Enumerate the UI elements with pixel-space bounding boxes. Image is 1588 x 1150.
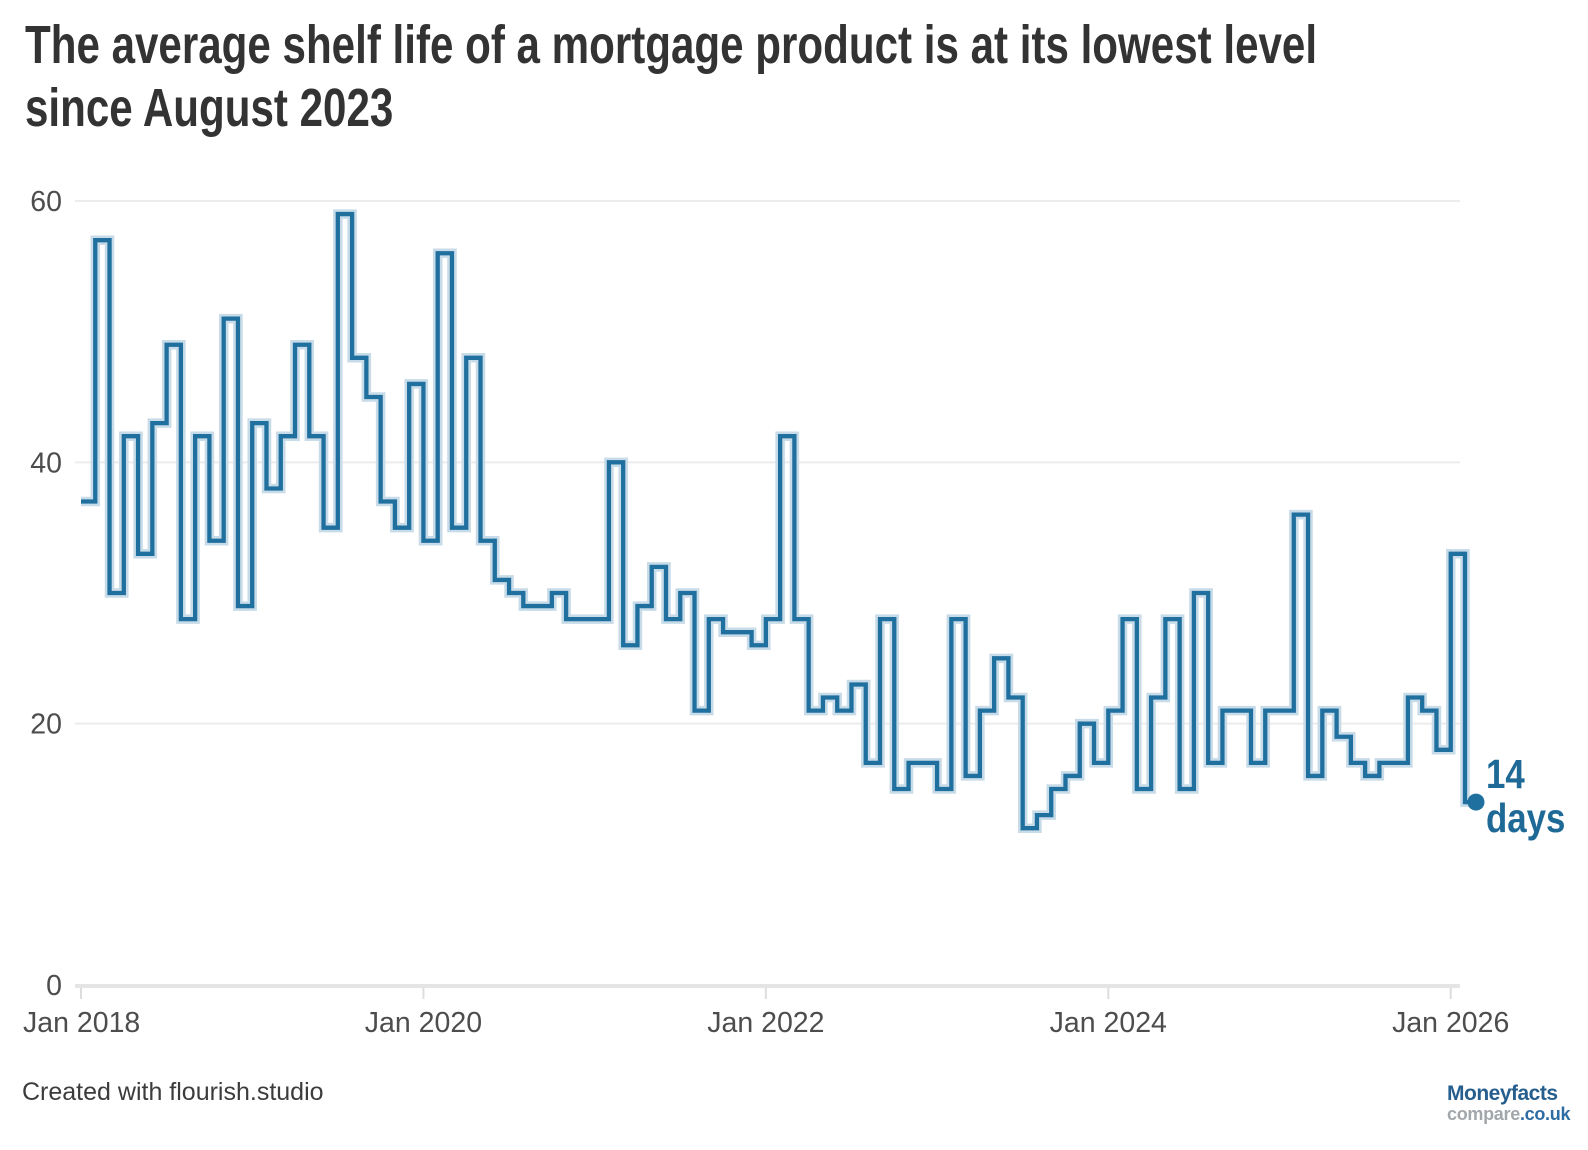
y-axis-labels: 0 20 40 60 [30, 186, 62, 1002]
x-axis [75, 984, 1460, 999]
moneyfacts-logo-brand: Moneyfacts [1447, 1082, 1558, 1105]
x-tick-label: Jan 2022 [707, 1007, 824, 1039]
chart-title-line2: since August 2023 [25, 78, 394, 138]
y-tick-label: 20 [30, 709, 62, 741]
chart-title-line1: The average shelf life of a mortgage pro… [25, 15, 1318, 75]
x-axis-labels: Jan 2018 Jan 2020 Jan 2022 Jan 2024 Jan 2026 [23, 1007, 1509, 1039]
end-value-unit: days [1486, 795, 1566, 841]
chart-title: The average shelf life of a mortgage pro… [25, 14, 1317, 140]
x-tick-label: Jan 2018 [23, 1007, 140, 1039]
x-tick-label: Jan 2024 [1050, 1007, 1167, 1039]
y-tick-label: 60 [30, 186, 62, 218]
step-line [81, 211, 1476, 831]
x-tick-label: Jan 2026 [1392, 1007, 1509, 1039]
moneyfacts-logo: Moneyfacts compare.co.uk [1447, 1083, 1570, 1123]
flourish-credit: Created with flourish.studio [22, 1078, 324, 1106]
end-value-annotation: 14 days [1486, 752, 1565, 840]
end-point-dot [1467, 793, 1485, 811]
x-tick-label: Jan 2020 [365, 1007, 482, 1039]
y-tick-label: 0 [46, 970, 62, 1002]
grid-lines [75, 199, 1460, 725]
end-value-number: 14 [1486, 751, 1525, 797]
moneyfacts-logo-domain: compare.co.uk [1447, 1105, 1570, 1123]
moneyfacts-logo-compare: compare [1447, 1104, 1520, 1124]
moneyfacts-logo-couk: .co.uk [1519, 1104, 1571, 1124]
y-tick-label: 40 [30, 447, 62, 479]
